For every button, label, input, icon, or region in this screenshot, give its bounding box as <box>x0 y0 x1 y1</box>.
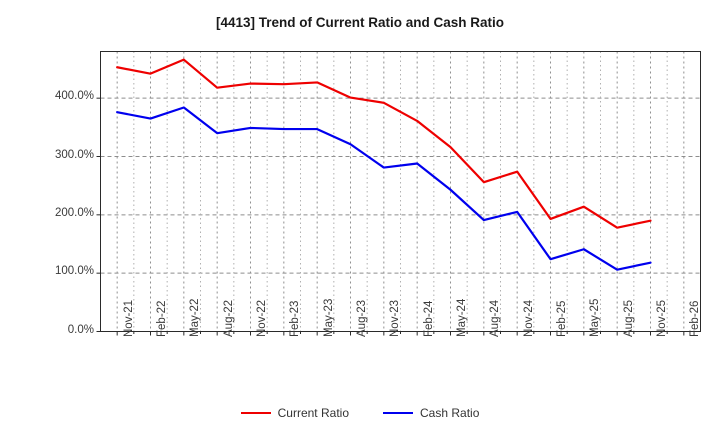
x-axis-tick-label: Aug-23 <box>356 299 368 337</box>
x-axis-tick-label: Feb-22 <box>156 300 168 337</box>
legend-label: Current Ratio <box>277 406 349 420</box>
x-axis-tick-label: Aug-22 <box>222 299 235 337</box>
legend-item[interactable]: Cash Ratio <box>383 406 479 420</box>
x-axis-tick-label: Feb-26 <box>689 300 702 337</box>
x-axis-tick-label: Feb-24 <box>422 300 435 337</box>
chart-title: [4413] Trend of Current Ratio and Cash R… <box>215 15 505 30</box>
chart-legend: Current Ratio Cash Ratio <box>0 406 720 420</box>
x-axis-tick-label: Nov-24 <box>522 299 535 337</box>
x-axis-tick-label: Nov-25 <box>656 299 668 337</box>
x-axis-tick-label: May-22 <box>189 298 202 337</box>
data-series <box>116 58 652 271</box>
legend-label: Cash Ratio <box>420 406 480 420</box>
legend-line-icon <box>240 412 271 414</box>
axis-ticks <box>96 97 685 336</box>
x-axis-tick-label: Nov-23 <box>389 299 402 337</box>
x-axis-tick-label: Feb-25 <box>556 300 568 337</box>
y-axis-tick-label: 100.0% <box>54 265 94 278</box>
x-axis-tick-label: Nov-21 <box>122 299 135 337</box>
x-axis-tick-label: Feb-23 <box>289 300 302 337</box>
gridlines <box>100 51 701 332</box>
x-axis-tick-label: Nov-22 <box>256 299 268 337</box>
y-axis-tick-label: 300.0% <box>54 148 94 161</box>
x-axis-tick-label: May-24 <box>456 298 468 337</box>
y-axis-tick-label: 400.0% <box>54 90 94 103</box>
legend-item[interactable]: Current Ratio <box>240 406 349 420</box>
x-axis-tick-label: Aug-25 <box>622 299 635 337</box>
legend-line-icon <box>383 412 413 414</box>
y-axis-tick-label: 200.0% <box>54 206 94 219</box>
plot-frame <box>100 51 701 332</box>
series-line-current-ratio <box>116 58 652 229</box>
x-axis-tick-label: Aug-24 <box>489 299 502 337</box>
y-axis-tick-label: 0.0% <box>67 323 94 336</box>
x-axis-tick-label: May-23 <box>322 298 335 337</box>
x-axis-tick-label: May-25 <box>589 298 602 337</box>
series-line-cash-ratio <box>116 106 652 271</box>
